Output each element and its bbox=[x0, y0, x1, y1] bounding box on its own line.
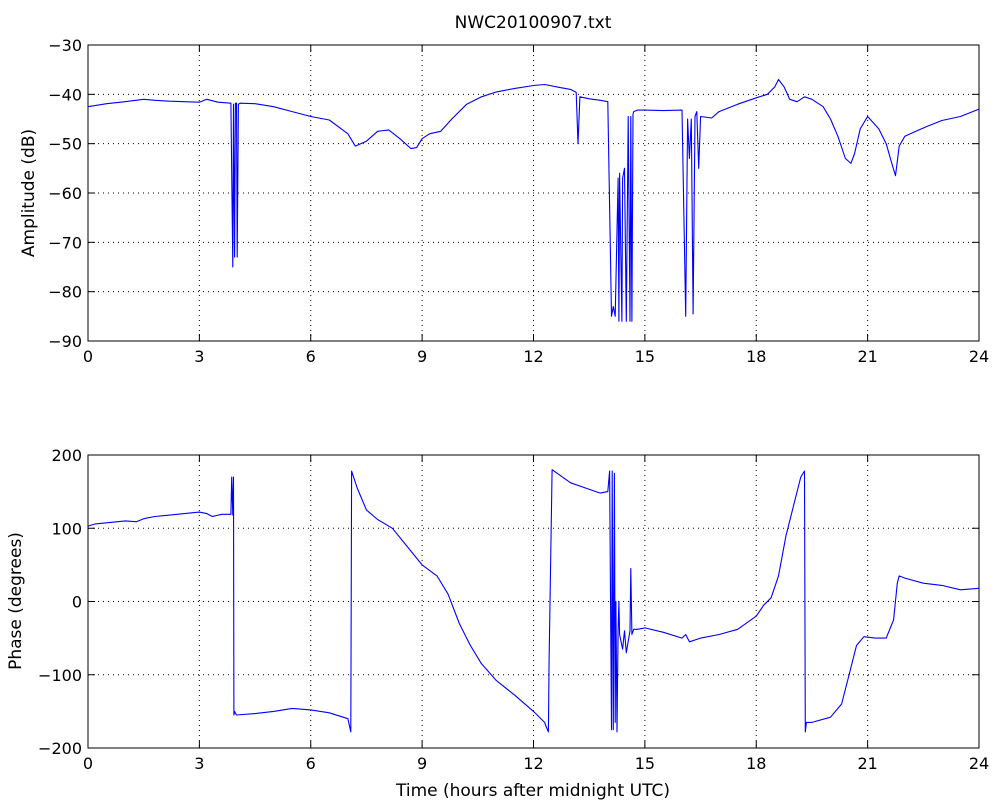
amplitude-y-tick-label: −40 bbox=[48, 85, 82, 104]
amplitude-series-line bbox=[87, 78, 980, 322]
phase-x-tick-label: 3 bbox=[194, 754, 204, 773]
phase-y-tick-label: 200 bbox=[51, 446, 82, 465]
amplitude-x-ticks: 0 3 6 9 12 15 18 21 24 bbox=[83, 45, 989, 366]
phase-y-tick-label: −100 bbox=[38, 666, 82, 685]
phase-x-tick-label: 18 bbox=[746, 754, 766, 773]
amplitude-y-tick-label: −60 bbox=[48, 184, 82, 203]
amplitude-axes: 0 3 6 9 12 15 18 21 24 −90 −80 −70 −60 −50 −40 −30 Amp… bbox=[19, 36, 989, 366]
phase-x-axis-label: Time (hours after midnight UTC) bbox=[395, 781, 670, 801]
phase-grid bbox=[88, 455, 979, 748]
amplitude-x-tick-label: 0 bbox=[83, 347, 93, 366]
amplitude-y-tick-label: −50 bbox=[48, 135, 82, 154]
phase-y-tick-label: 100 bbox=[51, 519, 82, 538]
phase-series-line bbox=[87, 469, 980, 733]
amplitude-y-tick-label: −30 bbox=[48, 36, 82, 55]
phase-axes: 0 3 6 9 12 15 18 21 24 −200 −100 0 100 200 Phase (de… bbox=[6, 446, 989, 801]
phase-y-ticks: −200 −100 0 100 200 bbox=[38, 446, 979, 758]
amplitude-x-tick-label: 18 bbox=[746, 347, 766, 366]
amplitude-x-tick-label: 24 bbox=[969, 347, 989, 366]
amplitude-x-tick-label: 21 bbox=[857, 347, 877, 366]
figure-title: NWC20100907.txt bbox=[455, 13, 612, 33]
amplitude-x-tick-label: 9 bbox=[417, 347, 427, 366]
phase-x-tick-label: 12 bbox=[523, 754, 543, 773]
phase-y-axis-label: Phase (degrees) bbox=[6, 532, 26, 670]
phase-x-tick-label: 0 bbox=[83, 754, 93, 773]
amplitude-x-tick-label: 6 bbox=[306, 347, 316, 366]
amplitude-x-tick-label: 12 bbox=[523, 347, 543, 366]
amplitude-x-tick-label: 3 bbox=[194, 347, 204, 366]
amplitude-grid bbox=[88, 45, 979, 341]
amplitude-y-tick-label: −80 bbox=[48, 283, 82, 302]
phase-x-tick-label: 9 bbox=[417, 754, 427, 773]
phase-y-tick-label: 0 bbox=[72, 593, 82, 612]
phase-x-tick-label: 6 bbox=[306, 754, 316, 773]
phase-x-tick-label: 21 bbox=[857, 754, 877, 773]
amplitude-series bbox=[87, 78, 980, 322]
phase-series bbox=[87, 469, 980, 733]
amplitude-y-tick-label: −70 bbox=[48, 233, 82, 252]
amplitude-x-tick-label: 15 bbox=[635, 347, 655, 366]
phase-x-ticks: 0 3 6 9 12 15 18 21 24 bbox=[83, 455, 989, 773]
phase-y-tick-label: −200 bbox=[38, 739, 82, 758]
amplitude-y-axis-label: Amplitude (dB) bbox=[19, 129, 39, 257]
amplitude-y-tick-label: −90 bbox=[48, 332, 82, 351]
phase-x-tick-label: 24 bbox=[969, 754, 989, 773]
amplitude-y-ticks: −90 −80 −70 −60 −50 −40 −30 bbox=[48, 36, 979, 351]
phase-x-tick-label: 15 bbox=[635, 754, 655, 773]
